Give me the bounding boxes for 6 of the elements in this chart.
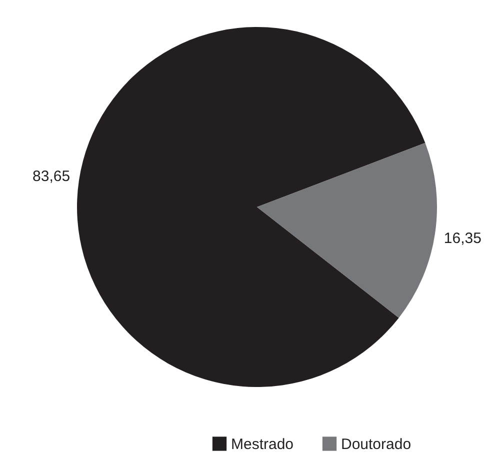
data-label: 83,65 bbox=[32, 168, 70, 186]
pie-slice bbox=[257, 142, 437, 318]
legend-label: Doutorado bbox=[341, 436, 412, 453]
legend-label: Mestrado bbox=[231, 436, 294, 453]
data-label: 16,35 bbox=[444, 230, 482, 247]
pie-slice bbox=[77, 27, 426, 387]
